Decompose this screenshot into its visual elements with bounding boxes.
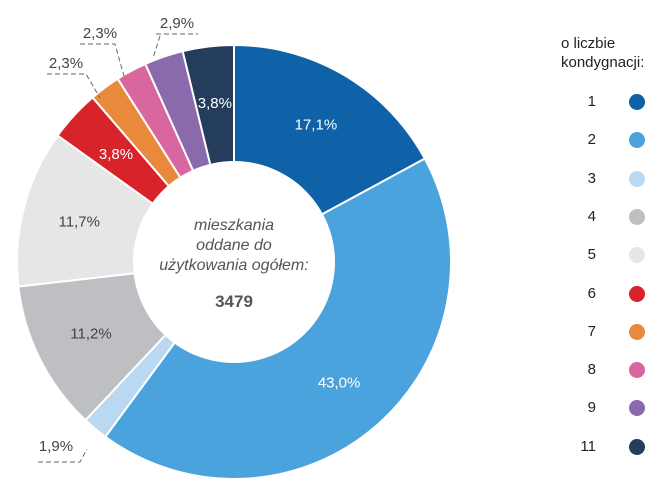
- legend-swatch-1: [629, 94, 645, 110]
- legend-item-8: 8: [570, 360, 650, 380]
- slice-labels: 17,1% 43,0% 1,9% 11,2% 11,7% 3,8% 2,3%2,3% 2,9%…: [39, 15, 360, 455]
- leader-lines: [38, 33, 198, 463]
- center-label-line-2: oddane do: [196, 237, 272, 254]
- slice-label-7: 2,3%: [49, 55, 83, 72]
- legend-item-7: 7: [570, 322, 650, 342]
- leader-line-3: [38, 448, 88, 463]
- legend-label-7: 7: [587, 322, 596, 340]
- legend-swatch-11: [629, 438, 645, 455]
- legend-label-3: 3: [587, 169, 596, 187]
- legend-title-line-2: kondygnacji:: [561, 54, 645, 71]
- legend-swatch-6: [629, 285, 645, 302]
- legend-swatch-8: [629, 362, 645, 379]
- legend-swatch-9: [629, 400, 645, 417]
- center-total: 3479: [215, 292, 253, 311]
- leader-line-8: [80, 43, 125, 77]
- legend-label-1: 1: [587, 93, 596, 110]
- legend-label-8: 8: [587, 361, 596, 379]
- slice-label-11: 3,8%: [198, 95, 232, 112]
- legend-label-11: 11: [580, 437, 596, 455]
- legend-item-4: 4: [570, 207, 650, 227]
- legend-title: o liczbie kondygnacji:: [561, 34, 644, 72]
- legend-title-line-1: o liczbie: [561, 35, 616, 52]
- legend-item-11: 11: [570, 437, 650, 457]
- slice-label-4: 11,2%: [70, 326, 111, 343]
- legend-swatch-5: [629, 247, 645, 264]
- center-label-line-3: użytkowania ogółem:: [159, 257, 308, 274]
- legend-swatch-2: [629, 132, 645, 149]
- slice-label-5: 11,7%: [58, 214, 99, 231]
- leader-line-7: [47, 73, 101, 99]
- donut-hole: [133, 161, 335, 363]
- legend-label-5: 5: [587, 246, 596, 264]
- slice-label-1: 17,1%: [295, 117, 338, 134]
- legend-swatch-3: [629, 170, 645, 187]
- slice-label-6: 3,8%: [99, 146, 133, 163]
- legend-label-2: 2: [587, 131, 596, 149]
- legend-label-4: 4: [587, 207, 596, 225]
- legend-item-3: 3: [570, 169, 650, 189]
- legend-swatch-7: [629, 323, 645, 340]
- slice-label-9: 2,9%: [160, 15, 194, 32]
- legend-item-9: 9: [570, 398, 650, 418]
- legend-item-6: 6: [570, 284, 650, 304]
- slice-label-2: 43,0%: [318, 375, 361, 392]
- legend-item-1: 1: [570, 92, 650, 112]
- legend-label-9: 9: [587, 399, 596, 417]
- legend-item-5: 5: [570, 245, 650, 265]
- legend-swatch-4: [629, 208, 645, 225]
- leader-line-9-b: [152, 35, 161, 59]
- legend-item-2: 2: [570, 130, 650, 150]
- center-label-line-1: mieszkania: [194, 217, 274, 234]
- legend-label-6: 6: [587, 284, 596, 302]
- slice-label-3: 1,9%: [39, 438, 73, 455]
- slice-label-8: 2,3%: [83, 25, 117, 42]
